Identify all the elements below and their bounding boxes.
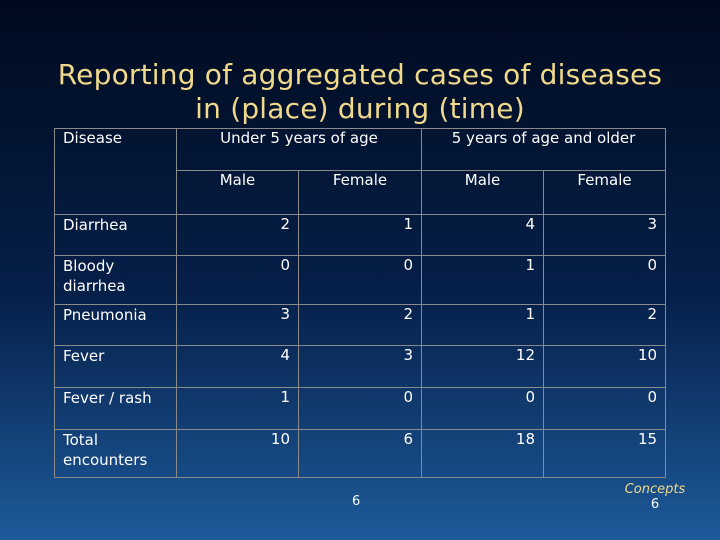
- cell-under5-male: 4: [176, 345, 299, 389]
- table-row: Fever 4 3 12 10: [54, 345, 667, 389]
- cell-under5-female: 2: [297, 303, 423, 347]
- slide-title: Reporting of aggregated cases of disease…: [0, 58, 720, 126]
- subheader-older-male: Male: [421, 169, 545, 215]
- row-disease-name: Pneumonia: [54, 303, 177, 347]
- title-line-1: Reporting of aggregated cases of disease…: [57, 58, 663, 91]
- cell-older-male: 1: [421, 255, 545, 305]
- cell-older-female: 3: [543, 213, 667, 257]
- row-disease-name: Total encounters: [54, 428, 177, 479]
- cell-under5-male: 0: [176, 255, 299, 305]
- concepts-label: Concepts: [624, 482, 686, 497]
- cell-older-male: 12: [421, 345, 545, 389]
- cell-older-male: 1: [421, 303, 545, 347]
- table-subheader-row: Male Female Male Female: [55, 169, 667, 215]
- table-row: Diarrhea 2 1 4 3: [54, 213, 667, 257]
- cell-under5-female: 6: [297, 428, 423, 479]
- subheader-older-female: Female: [543, 169, 667, 215]
- subheader-under5-female: Female: [297, 169, 423, 215]
- concepts-number: 6: [650, 497, 660, 512]
- table-row-total: Total encounters 10 6 18 15: [54, 428, 667, 479]
- cell-older-female: 10: [543, 345, 667, 389]
- row-disease-name: Fever / rash: [54, 387, 177, 430]
- table-header-row: Disease Under 5 years of age 5 years of …: [54, 128, 667, 215]
- row-disease-name: Bloody diarrhea: [54, 255, 177, 305]
- cell-under5-female: 1: [297, 213, 423, 257]
- group-header-under-5: Under 5 years of age: [175, 128, 423, 171]
- cell-under5-male: 10: [176, 428, 299, 479]
- cell-under5-female: 0: [297, 387, 423, 430]
- page-number: 6: [352, 494, 361, 509]
- cases-table: Disease Under 5 years of age 5 years of …: [54, 128, 667, 479]
- cell-older-female: 0: [543, 255, 667, 305]
- subheader-under5-male: Male: [176, 169, 299, 215]
- cell-older-female: 2: [543, 303, 667, 347]
- cell-under5-female: 0: [297, 255, 423, 305]
- table-row: Bloody diarrhea 0 0 1 0: [54, 255, 667, 305]
- cell-older-female: 0: [543, 387, 667, 430]
- cell-older-male: 18: [421, 428, 545, 479]
- cell-under5-male: 1: [176, 387, 299, 430]
- cell-older-male: 4: [421, 213, 545, 257]
- cell-older-male: 0: [421, 387, 545, 430]
- row-disease-name: Fever: [54, 345, 177, 389]
- row-disease-name: Diarrhea: [54, 213, 177, 257]
- cell-under5-female: 3: [297, 345, 423, 389]
- cell-under5-male: 3: [176, 303, 299, 347]
- cell-older-female: 15: [543, 428, 667, 479]
- title-line-2: in (place) during (time): [195, 92, 525, 125]
- disease-header: Disease: [54, 128, 177, 215]
- concepts-footer: Concepts 6: [612, 482, 698, 512]
- group-header-5-and-older: 5 years of age and older: [421, 128, 667, 171]
- table-row: Pneumonia 3 2 1 2: [54, 303, 667, 347]
- table-row: Fever / rash 1 0 0 0: [54, 387, 667, 430]
- cell-under5-male: 2: [176, 213, 299, 257]
